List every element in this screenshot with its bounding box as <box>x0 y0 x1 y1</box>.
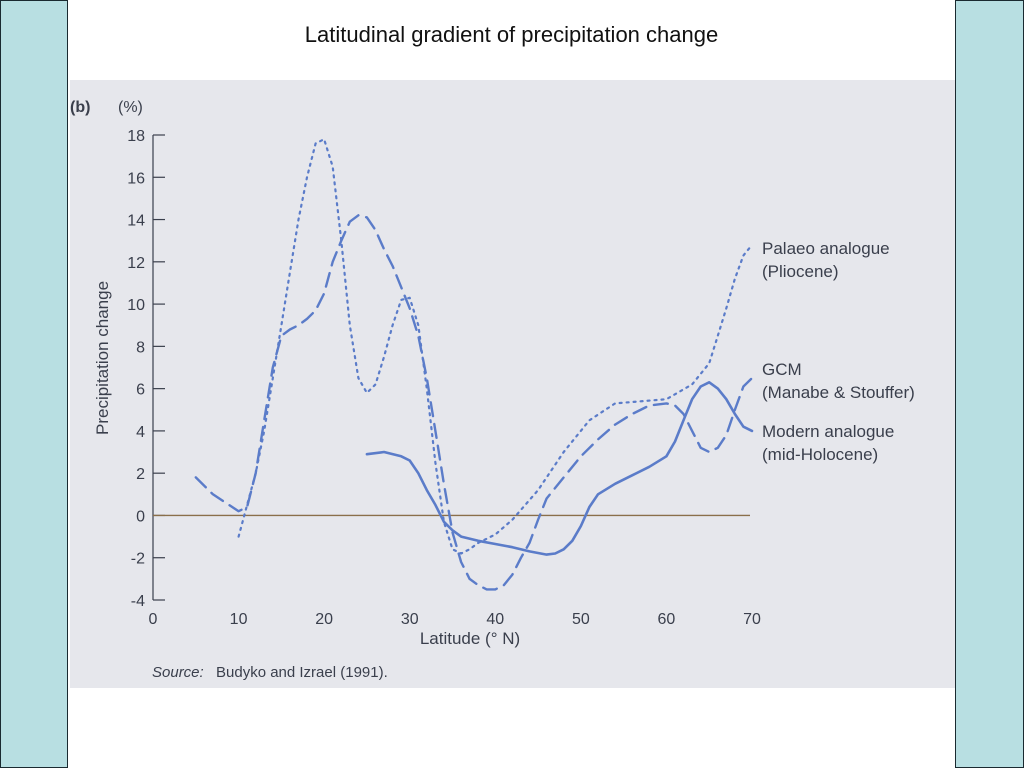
series-line-modern <box>365 381 754 556</box>
left-side-bar <box>0 0 68 768</box>
y-tick-label: 12 <box>127 255 145 272</box>
series-line-palaeo <box>237 138 754 555</box>
x-tick-label: 10 <box>230 611 248 628</box>
x-tick-label: 50 <box>572 611 590 628</box>
legend-entry-line: (Manabe & Stouffer) <box>762 383 915 402</box>
x-axis-label: Latitude (° N) <box>420 629 520 648</box>
y-tick-label: 16 <box>127 170 145 187</box>
series-group <box>194 138 754 591</box>
x-tick-label: 60 <box>658 611 676 628</box>
figure-panel: (b) (%) Precipitation change Latitude (°… <box>70 80 955 688</box>
right-side-bar <box>955 0 1024 768</box>
y-unit-label: (%) <box>118 99 143 116</box>
x-tick-label: 0 <box>149 611 158 628</box>
legend-entry-line: (Pliocene) <box>762 262 839 281</box>
series-line-gcm <box>194 214 754 591</box>
y-tick-label: -2 <box>131 551 145 568</box>
panel-label: (b) <box>70 99 90 116</box>
y-tick-label: 6 <box>136 382 145 399</box>
legend-group: Palaeo analogue (Pliocene) GCM (Manabe & St… <box>762 239 915 464</box>
y-tick-label: 14 <box>127 213 145 230</box>
y-tick-label: 8 <box>136 339 145 356</box>
x-tick-label: 20 <box>315 611 333 628</box>
precipitation-chart: (b) (%) Precipitation change Latitude (°… <box>70 99 915 681</box>
legend-entry-line: Palaeo analogue <box>762 239 890 258</box>
legend-entry-line: (mid-Holocene) <box>762 445 878 464</box>
y-axis-label: Precipitation change <box>93 281 112 435</box>
legend-entry-line: GCM <box>762 360 802 379</box>
slide-title: Latitudinal gradient of precipitation ch… <box>304 22 719 47</box>
legend-entry-line: Modern analogue <box>762 422 894 441</box>
x-tick-label: 70 <box>743 611 761 628</box>
x-tick-label: 30 <box>401 611 419 628</box>
x-tick-label: 40 <box>486 611 504 628</box>
y-tick-label: 0 <box>136 508 145 525</box>
source-text: Budyko and Izrael (1991). <box>216 664 388 681</box>
y-tick-label: 10 <box>127 297 145 314</box>
y-tick-label: 4 <box>136 424 145 441</box>
source-prefix: Source: <box>152 664 204 681</box>
y-tick-label: 2 <box>136 466 145 483</box>
y-tick-label: -4 <box>131 593 145 610</box>
y-tick-label: 18 <box>127 128 145 145</box>
